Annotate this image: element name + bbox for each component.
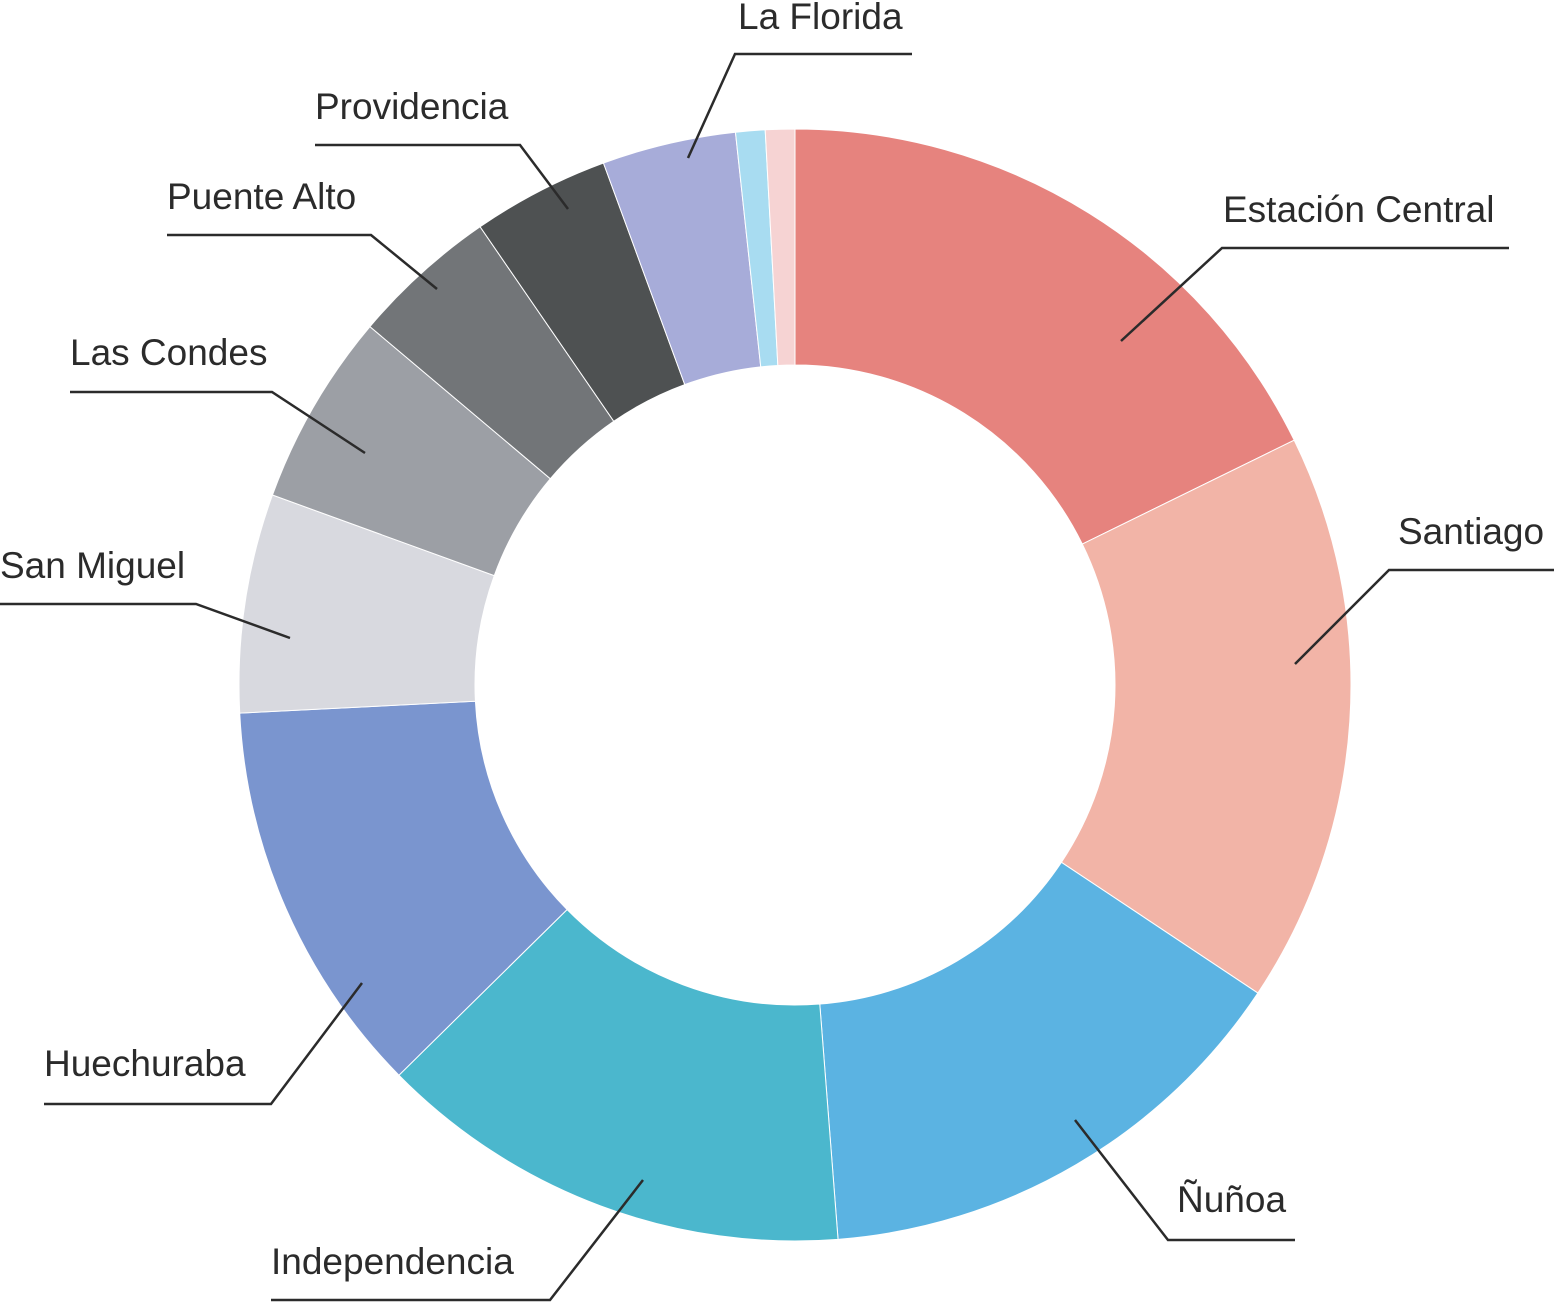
label-la-florida: La Florida: [738, 0, 903, 37]
slices-group: [238, 128, 1352, 1242]
leader-santiago: [1294, 568, 1554, 665]
slice-nunoa: [819, 861, 1259, 1240]
leader-san-miguel: [0, 602, 291, 640]
label-providencia: Providencia: [315, 86, 509, 127]
label-puente-alto: Puente Alto: [167, 176, 356, 217]
slice-huechuraba: [239, 700, 568, 1076]
leader-la-florida: [686, 52, 912, 159]
leader-providencia: [315, 143, 569, 210]
leader-huechuraba: [44, 982, 363, 1106]
label-las-condes: Las Condes: [70, 332, 267, 373]
slice-estacion-central: [794, 128, 1295, 545]
leader-independencia: [271, 1179, 644, 1302]
label-san-miguel: San Miguel: [0, 545, 185, 586]
leader-las-condes: [70, 390, 366, 455]
label-independencia: Independencia: [271, 1241, 514, 1282]
leader-lines-group: [0, 52, 1554, 1302]
label-huechuraba: Huechuraba: [44, 1043, 246, 1084]
leader-puente-alto: [167, 233, 438, 290]
leader-estacion-central: [1120, 246, 1509, 342]
slice-santiago: [1060, 439, 1352, 994]
slice-independencia: [398, 908, 839, 1242]
labels-group: Estación Central Santiago Ñuñoa Independ…: [0, 0, 1544, 1282]
label-nunoa: Ñuñoa: [1177, 1179, 1286, 1220]
label-estacion-central: Estación Central: [1223, 189, 1494, 230]
slice-unlabeled-11: [764, 128, 796, 366]
leader-nunoa: [1074, 1119, 1295, 1242]
label-santiago: Santiago: [1398, 511, 1544, 552]
